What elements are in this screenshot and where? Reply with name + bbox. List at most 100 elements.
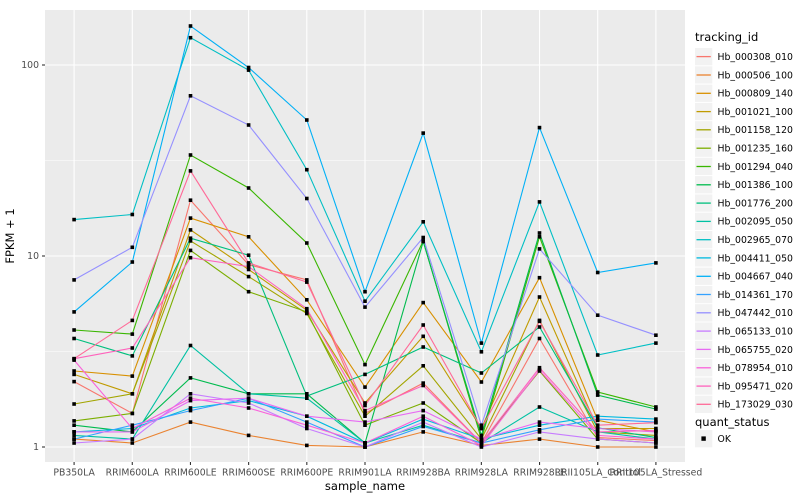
- data-point: [188, 94, 193, 98]
- data-point: [537, 200, 542, 204]
- data-point: [305, 298, 309, 302]
- data-point: [130, 437, 135, 441]
- data-point: [305, 394, 309, 398]
- data-point: [188, 398, 193, 403]
- data-point: [305, 310, 309, 314]
- x-tick-label: RRII105LA_Stressed: [610, 468, 703, 479]
- data-point: [363, 423, 367, 427]
- data-point: [421, 408, 425, 413]
- data-point: [246, 123, 251, 127]
- data-point: [188, 216, 193, 220]
- y-tick-label: 1: [33, 442, 39, 453]
- data-point: [130, 260, 135, 264]
- legend-label: Hb_000809_140: [718, 89, 794, 100]
- data-point: [595, 423, 600, 427]
- data-point: [363, 372, 367, 377]
- data-point: [188, 406, 193, 410]
- data-point: [72, 328, 76, 332]
- data-point: [246, 289, 251, 294]
- data-point: [654, 445, 658, 449]
- quant-legend-title: quant_status: [695, 415, 770, 429]
- data-point: [421, 364, 425, 368]
- legend-label: Hb_095471_020: [718, 381, 794, 392]
- y-axis-title: FPKM + 1: [3, 208, 17, 263]
- data-point: [72, 372, 76, 377]
- data-point: [421, 424, 425, 429]
- data-point: [246, 235, 251, 239]
- data-point: [537, 319, 542, 324]
- x-tick-label: RRII105LA_Control: [555, 468, 641, 479]
- data-point: [72, 217, 76, 222]
- x-tick-label: RRIM600LA: [106, 468, 160, 479]
- data-point: [537, 231, 542, 235]
- data-point: [188, 343, 193, 348]
- quant-legend-point: [701, 436, 706, 441]
- data-point: [246, 401, 251, 405]
- data-point: [130, 423, 135, 427]
- data-point: [363, 441, 367, 445]
- data-point: [246, 398, 251, 403]
- data-point: [421, 334, 425, 339]
- data-point: [130, 392, 135, 396]
- data-point: [537, 428, 542, 432]
- x-axis-title: sample_name: [325, 479, 405, 493]
- data-point: [130, 430, 135, 434]
- data-point: [188, 236, 193, 240]
- data-point: [363, 403, 367, 408]
- data-point: [537, 295, 542, 299]
- data-point: [595, 313, 600, 317]
- data-point: [305, 241, 309, 245]
- legend-label: Hb_173029_030: [718, 400, 794, 411]
- data-point: [130, 441, 135, 445]
- data-point: [246, 267, 251, 272]
- data-point: [537, 430, 542, 434]
- data-point: [305, 196, 309, 201]
- data-point: [537, 365, 542, 370]
- data-point: [130, 426, 135, 431]
- data-point: [246, 186, 251, 190]
- data-point: [595, 414, 600, 418]
- legend-label: Hb_001235_160: [718, 144, 794, 155]
- data-point: [188, 228, 193, 232]
- legend-layer: Hb_000308_010 Hb_000506_100 Hb_000809_140 H…: [695, 48, 794, 448]
- data-point: [654, 333, 658, 337]
- data-point: [595, 393, 600, 397]
- data-point: [479, 371, 484, 375]
- data-point: [363, 305, 367, 309]
- data-point: [72, 419, 76, 423]
- data-point: [130, 411, 135, 416]
- data-point: [363, 385, 367, 389]
- data-point: [537, 235, 542, 239]
- data-point: [188, 420, 193, 424]
- data-point: [654, 428, 658, 433]
- legend-label: Hb_001776_200: [718, 198, 794, 209]
- data-point: [421, 383, 425, 388]
- data-point: [654, 426, 658, 431]
- data-point: [363, 362, 367, 367]
- data-point: [479, 443, 484, 448]
- data-point: [246, 253, 251, 257]
- y-tick-label: 10: [27, 251, 39, 262]
- data-point: [537, 325, 542, 329]
- x-tick-label: RRIM928LA: [455, 468, 509, 479]
- quant-legend-label: OK: [718, 434, 732, 445]
- legend-label: Hb_002095_050: [718, 217, 794, 228]
- data-point: [305, 118, 309, 122]
- data-point: [363, 289, 367, 294]
- data-point: [305, 423, 309, 427]
- data-point: [537, 420, 542, 424]
- data-point: [305, 167, 309, 172]
- data-point: [130, 245, 135, 250]
- panel-layer: [45, 10, 685, 462]
- data-point: [246, 433, 251, 438]
- data-point: [246, 274, 251, 279]
- data-point: [130, 212, 135, 217]
- data-point: [305, 396, 309, 400]
- data-point: [479, 441, 484, 445]
- data-point: [595, 417, 600, 421]
- legend-title: tracking_id: [695, 30, 758, 44]
- data-point: [363, 401, 367, 405]
- data-point: [537, 368, 542, 372]
